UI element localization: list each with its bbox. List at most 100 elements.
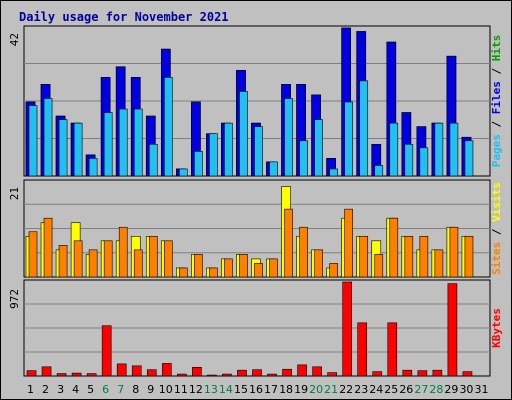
x-tick-label: 4 (72, 383, 79, 396)
sites-bar (254, 263, 263, 278)
sites-bar (148, 235, 158, 278)
sites-bar (73, 240, 83, 278)
pages-bar (329, 168, 338, 177)
pages-bar (73, 122, 83, 177)
x-tick-label: 8 (132, 383, 139, 396)
sites-bar (163, 240, 173, 278)
kbytes-bar (387, 322, 398, 377)
sites-bar (28, 231, 38, 278)
kbytes-bar (312, 366, 322, 377)
x-tick-label: 21 (324, 383, 338, 396)
x-tick-label: 24 (369, 383, 383, 396)
sites-bar (88, 249, 98, 278)
sites-bar (43, 217, 53, 278)
kbytes-bar (357, 322, 368, 377)
x-tick-label: 7 (117, 383, 124, 396)
sites-bar (314, 249, 323, 278)
legend-entry: KBytes (490, 308, 503, 348)
x-tick-label: 3 (57, 383, 64, 396)
legend-label: Sites / Visits (490, 182, 503, 275)
pages-bar (58, 119, 68, 177)
x-tick-label: 6 (102, 383, 109, 396)
sites-bar (464, 235, 474, 278)
sites-bar (299, 226, 308, 278)
x-tick-label: 2 (42, 383, 49, 396)
pages-bar (133, 108, 143, 177)
pages-bar (224, 122, 233, 177)
sites-bar (179, 267, 188, 278)
sites-bar (404, 235, 414, 278)
kbytes-bar (101, 325, 112, 377)
legend-entry: Files (490, 81, 503, 114)
kbytes-bar (297, 364, 307, 377)
pages-bar (209, 133, 218, 177)
pages-bar (434, 122, 444, 177)
pages-bar (179, 168, 188, 177)
x-tick-label: 12 (189, 383, 203, 396)
x-tick-label: 29 (444, 383, 458, 396)
x-tick-label: 26 (399, 383, 413, 396)
sites-bar (133, 249, 143, 278)
pages-bar (28, 105, 38, 177)
kbytes-bar (56, 373, 67, 377)
x-tick-label: 31 (474, 383, 488, 396)
pages-bar (194, 151, 203, 177)
panel-1: 42 Pages / Files / Hits (8, 25, 503, 177)
pages-bar (103, 112, 113, 177)
kbytes-bar (252, 369, 262, 377)
x-tick-label: 13 (204, 383, 218, 396)
kbytes-bar (207, 374, 217, 377)
sites-bar (103, 240, 113, 278)
sites-bar (374, 254, 384, 278)
chart-title: Daily usage for November 2021 (19, 10, 229, 24)
pages-bar (118, 108, 128, 177)
kbytes-bar (342, 281, 353, 377)
x-tick-label: 16 (249, 383, 263, 396)
sites-bar (224, 258, 233, 278)
legend-entry: Visits (490, 182, 503, 222)
pages-bar (163, 77, 173, 177)
kbytes-bar (267, 373, 277, 377)
kbytes-bar (402, 369, 413, 377)
pages-bar (404, 143, 414, 177)
pages-bar (359, 80, 369, 177)
kbytes-bar (41, 366, 52, 377)
kbytes-bar (432, 369, 443, 377)
legend-label: Pages / Files / Hits (490, 35, 503, 168)
pages-bar (344, 101, 354, 177)
kbytes-bar (462, 371, 473, 377)
pages-bar (314, 119, 323, 177)
kbytes-bar (417, 370, 428, 377)
kbytes-bar (86, 373, 97, 377)
kbytes-bar (447, 283, 458, 377)
y-tick-label: 21 (8, 187, 21, 200)
pages-bar (464, 140, 474, 177)
x-tick-label: 25 (384, 383, 398, 396)
legend-entry: Sites (490, 242, 503, 275)
legend-entry: Hits (490, 35, 503, 62)
x-tick-label: 19 (294, 383, 308, 396)
kbytes-bar (131, 365, 142, 377)
sites-bar (269, 258, 278, 278)
pages-bar (419, 147, 429, 177)
x-tick-label: 22 (339, 383, 353, 396)
x-tick-label: 5 (87, 383, 94, 396)
sites-bar (329, 263, 338, 278)
pages-bar (43, 98, 53, 177)
x-tick-label: 18 (279, 383, 293, 396)
kbytes-bar (116, 363, 127, 377)
sites-bar (118, 226, 128, 278)
x-tick-label: 27 (414, 383, 428, 396)
legend-entry: Pages (490, 134, 503, 167)
pages-bar (239, 91, 248, 177)
pages-bar (389, 122, 399, 177)
sites-bar (449, 226, 459, 278)
pages-bar (449, 122, 459, 177)
sites-bar (209, 267, 218, 278)
legend-label: KBytes (490, 308, 503, 348)
kbytes-bar (327, 372, 337, 377)
legend-separator: / (490, 61, 503, 81)
x-tick-label: 28 (429, 383, 443, 396)
sites-bar (419, 235, 429, 278)
sites-bar (344, 208, 354, 278)
